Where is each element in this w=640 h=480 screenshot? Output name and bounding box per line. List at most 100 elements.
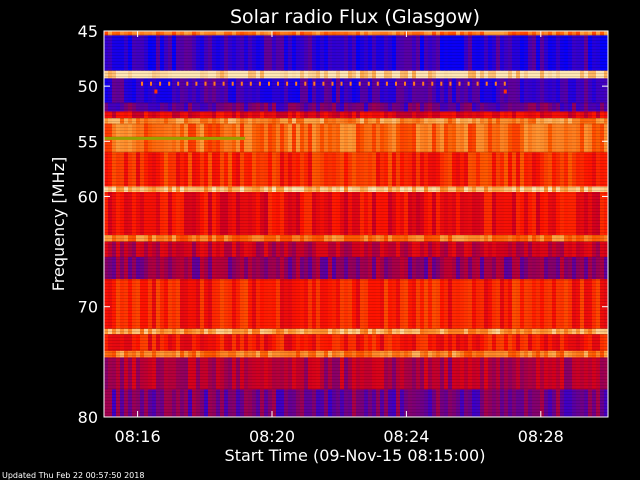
- band-cell: [428, 389, 433, 417]
- band-cell: [520, 70, 525, 79]
- band-cell: [556, 152, 561, 187]
- band-cell: [512, 78, 517, 103]
- band-cell: [576, 389, 581, 417]
- band-cell: [288, 389, 293, 417]
- band-cell: [180, 235, 185, 242]
- band-cell: [544, 350, 549, 358]
- band-cell: [264, 70, 269, 79]
- band-cell: [344, 102, 349, 112]
- band-cell: [320, 257, 325, 280]
- band-cell: [428, 357, 433, 390]
- band-cell: [456, 235, 461, 242]
- band-cell: [556, 118, 561, 124]
- band-cell: [600, 111, 605, 119]
- band-cell: [368, 118, 373, 124]
- striation-line: [104, 49, 608, 50]
- band-cell: [472, 192, 477, 236]
- band-cell: [556, 257, 561, 280]
- band-cell: [468, 78, 473, 103]
- band-cell: [340, 192, 345, 236]
- band-cell: [180, 35, 185, 71]
- band-cell: [404, 111, 409, 119]
- band-cell: [120, 70, 125, 79]
- band-cell: [348, 35, 353, 71]
- band-cell: [432, 241, 437, 258]
- band-cell: [340, 357, 345, 390]
- band-cell: [548, 235, 553, 242]
- striation-line: [104, 352, 608, 353]
- band-cell: [288, 328, 293, 335]
- band-cell: [400, 235, 405, 242]
- band-cell: [308, 192, 313, 236]
- band-cell: [436, 357, 441, 390]
- band-cell: [488, 257, 493, 280]
- striation-line: [104, 121, 608, 122]
- band-cell: [424, 152, 429, 187]
- band-cell: [544, 389, 549, 417]
- band-cell: [564, 357, 569, 390]
- band-cell: [240, 235, 245, 242]
- band-cell: [416, 78, 421, 103]
- striation-line: [104, 310, 608, 311]
- band-cell: [480, 334, 485, 351]
- band-cell: [332, 78, 337, 103]
- band-cell: [592, 357, 597, 390]
- striation-line: [104, 370, 608, 371]
- band-cell: [372, 31, 377, 36]
- band-cell: [380, 350, 385, 358]
- band-cell: [476, 350, 481, 358]
- band-cell: [104, 118, 109, 124]
- band-cell: [448, 192, 453, 236]
- band-cell: [364, 328, 369, 335]
- band-cell: [304, 118, 309, 124]
- band-cell: [244, 123, 249, 153]
- band-cell: [264, 257, 269, 280]
- band-cell: [320, 279, 325, 329]
- band-cell: [488, 118, 493, 124]
- band-cell: [140, 152, 145, 187]
- band-cell: [520, 152, 525, 187]
- band-cell: [560, 241, 565, 258]
- band-cell: [604, 241, 609, 258]
- x-tick-label: 08:20: [249, 427, 295, 446]
- band-cell: [232, 334, 237, 351]
- band-cell: [212, 334, 217, 351]
- band-cell: [464, 31, 469, 36]
- band-cell: [516, 241, 521, 258]
- band-cell: [504, 350, 509, 358]
- band-cell: [128, 70, 133, 79]
- band-cell: [420, 279, 425, 329]
- band-cell: [268, 235, 273, 242]
- band-cell: [472, 279, 477, 329]
- band-cell: [516, 111, 521, 119]
- band-cell: [432, 334, 437, 351]
- band-cell: [332, 241, 337, 258]
- band-cell: [416, 389, 421, 417]
- band-cell: [212, 186, 217, 193]
- band-cell: [196, 186, 201, 193]
- band-cell: [452, 389, 457, 417]
- band-cell: [220, 257, 225, 280]
- band-cell: [308, 334, 313, 351]
- band-cell: [264, 389, 269, 417]
- band-cell: [148, 241, 153, 258]
- band-cell: [476, 257, 481, 280]
- band-cell: [500, 328, 505, 335]
- band-cell: [164, 279, 169, 329]
- band-cell: [564, 192, 569, 236]
- band-cell: [360, 235, 365, 242]
- band-cell: [432, 279, 437, 329]
- band-cell: [408, 123, 413, 153]
- band-cell: [164, 241, 169, 258]
- band-cell: [548, 70, 553, 79]
- band-cell: [316, 357, 321, 390]
- band-cell: [208, 334, 213, 351]
- band-cell: [404, 70, 409, 79]
- band-cell: [316, 186, 321, 193]
- band-cell: [572, 279, 577, 329]
- band-cell: [452, 123, 457, 153]
- band-cell: [296, 186, 301, 193]
- band-cell: [260, 334, 265, 351]
- band-cell: [356, 70, 361, 79]
- band-cell: [240, 192, 245, 236]
